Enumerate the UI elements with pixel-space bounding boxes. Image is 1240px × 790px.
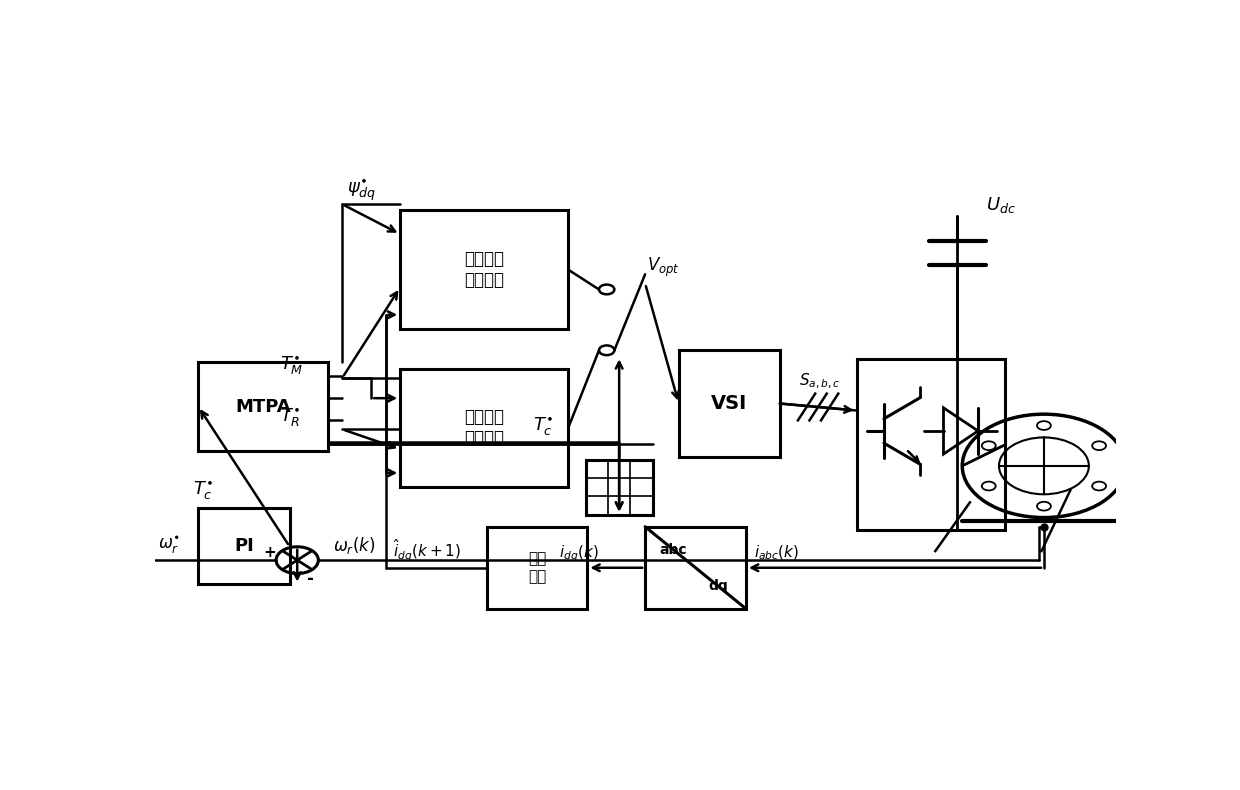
Text: PI: PI	[234, 537, 254, 555]
Bar	[401, 210, 568, 329]
Text: -: -	[306, 570, 312, 589]
Text: $i_{dq}(k)$: $i_{dq}(k)$	[559, 543, 598, 563]
Text: $U_{dc}$: $U_{dc}$	[986, 195, 1017, 216]
Bar	[486, 527, 588, 609]
Text: $T_M^{\bullet}$: $T_M^{\bullet}$	[280, 355, 304, 378]
Bar	[585, 460, 652, 514]
Text: $\hat{i}_{dq}(k+1)$: $\hat{i}_{dq}(k+1)$	[393, 537, 461, 563]
Text: $T_R^{\bullet}$: $T_R^{\bullet}$	[280, 407, 300, 429]
Text: 磁链矢量
评价函数: 磁链矢量 评价函数	[464, 250, 505, 289]
Text: $\omega_r^{\bullet}$: $\omega_r^{\bullet}$	[157, 535, 180, 556]
Text: +: +	[263, 545, 277, 560]
Bar	[198, 363, 327, 450]
Text: $i_{abc}(k)$: $i_{abc}(k)$	[754, 543, 799, 562]
Text: VSI: VSI	[711, 394, 748, 413]
Text: $T_c^{\bullet}$: $T_c^{\bullet}$	[193, 480, 213, 502]
Text: $T_c^{\bullet}$: $T_c^{\bullet}$	[533, 416, 553, 438]
Text: MTPA: MTPA	[236, 397, 291, 416]
Text: $V_{opt}$: $V_{opt}$	[647, 256, 680, 279]
Text: dq: dq	[708, 579, 728, 592]
Text: $S_{a,b,c}$: $S_{a,b,c}$	[799, 372, 841, 391]
Text: $\psi_{dq}^{\bullet}$: $\psi_{dq}^{\bullet}$	[347, 178, 377, 203]
Bar	[645, 527, 746, 609]
Bar	[401, 368, 568, 487]
Bar	[678, 350, 780, 457]
Text: $\omega_r(k)$: $\omega_r(k)$	[332, 535, 376, 556]
Bar	[198, 509, 290, 585]
Text: abc: abc	[660, 543, 687, 557]
Bar	[857, 359, 1006, 530]
Text: 延时
补偿: 延时 补偿	[528, 551, 546, 584]
Text: 所提转矩
评价函数: 所提转矩 评价函数	[464, 408, 505, 447]
